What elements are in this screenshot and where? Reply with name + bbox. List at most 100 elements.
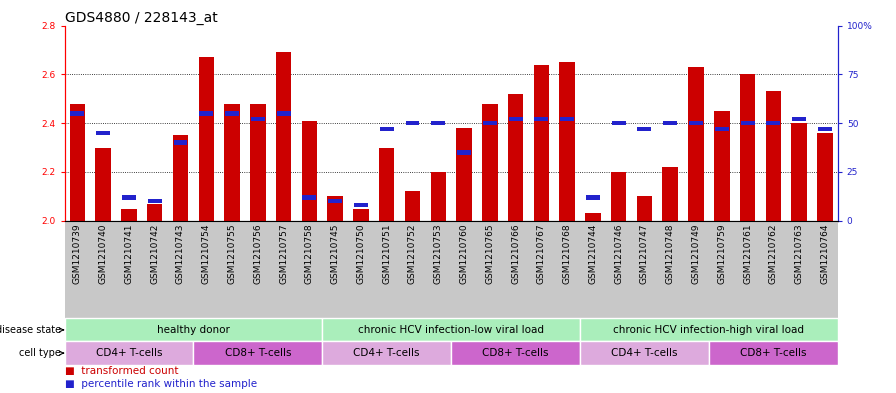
Text: GSM1210740: GSM1210740: [99, 224, 108, 284]
Text: chronic HCV infection-high viral load: chronic HCV infection-high viral load: [614, 325, 805, 335]
Text: GSM1210756: GSM1210756: [254, 224, 263, 284]
Text: GDS4880 / 228143_at: GDS4880 / 228143_at: [65, 11, 217, 24]
Bar: [303, 195, 316, 200]
Bar: [637, 127, 651, 131]
Bar: [765, 92, 781, 221]
Bar: [323, 342, 451, 365]
Text: CD4+ T-cells: CD4+ T-cells: [96, 348, 162, 358]
Bar: [353, 209, 368, 221]
Bar: [406, 121, 419, 125]
Text: GSM1210762: GSM1210762: [769, 224, 778, 284]
Bar: [147, 204, 162, 221]
Bar: [637, 196, 652, 221]
Text: healthy donor: healthy donor: [157, 325, 230, 335]
Bar: [451, 342, 580, 365]
Bar: [251, 117, 265, 121]
Bar: [380, 127, 393, 131]
Bar: [328, 199, 342, 204]
Bar: [791, 123, 806, 221]
Text: disease state: disease state: [0, 325, 64, 335]
Bar: [715, 127, 728, 131]
Bar: [611, 172, 626, 221]
Bar: [276, 52, 291, 221]
Bar: [405, 191, 420, 221]
Text: GSM1210744: GSM1210744: [589, 224, 598, 284]
Bar: [482, 104, 497, 221]
Text: chronic HCV infection-low viral load: chronic HCV infection-low viral load: [358, 325, 544, 335]
Bar: [199, 111, 213, 116]
Text: GSM1210749: GSM1210749: [692, 224, 701, 284]
Text: CD8+ T-cells: CD8+ T-cells: [740, 348, 806, 358]
Bar: [121, 209, 137, 221]
Text: GSM1210746: GSM1210746: [614, 224, 624, 284]
Bar: [431, 121, 445, 125]
Bar: [817, 133, 832, 221]
Bar: [586, 195, 599, 200]
Text: GSM1210757: GSM1210757: [279, 224, 289, 284]
Text: CD8+ T-cells: CD8+ T-cells: [225, 348, 291, 358]
Text: ■  percentile rank within the sample: ■ percentile rank within the sample: [65, 379, 256, 389]
Bar: [173, 135, 188, 221]
Bar: [534, 64, 549, 221]
Bar: [379, 147, 394, 221]
Bar: [302, 121, 317, 221]
Text: GSM1210755: GSM1210755: [228, 224, 237, 284]
Bar: [559, 62, 575, 221]
Bar: [250, 104, 265, 221]
Text: GSM1210764: GSM1210764: [821, 224, 830, 284]
Text: GSM1210768: GSM1210768: [563, 224, 572, 284]
Bar: [818, 127, 831, 131]
Text: GSM1210752: GSM1210752: [408, 224, 417, 284]
Bar: [148, 199, 161, 204]
Bar: [741, 121, 754, 125]
Bar: [224, 104, 240, 221]
Text: GSM1210748: GSM1210748: [666, 224, 675, 284]
Text: CD4+ T-cells: CD4+ T-cells: [611, 348, 677, 358]
Bar: [612, 121, 625, 125]
Bar: [560, 117, 574, 121]
Bar: [483, 121, 496, 125]
Bar: [663, 121, 677, 125]
Text: GSM1210751: GSM1210751: [383, 224, 392, 284]
Bar: [199, 57, 214, 221]
Text: GSM1210747: GSM1210747: [640, 224, 649, 284]
Text: GSM1210766: GSM1210766: [511, 224, 520, 284]
Bar: [509, 117, 522, 121]
Text: GSM1210743: GSM1210743: [176, 224, 185, 284]
Bar: [71, 111, 84, 116]
Text: GSM1210767: GSM1210767: [537, 224, 546, 284]
Bar: [430, 172, 446, 221]
Text: GSM1210741: GSM1210741: [125, 224, 134, 284]
Bar: [323, 318, 580, 342]
Text: GSM1210761: GSM1210761: [743, 224, 752, 284]
Bar: [766, 121, 780, 125]
Text: GSM1210763: GSM1210763: [795, 224, 804, 284]
Bar: [580, 318, 838, 342]
Bar: [792, 117, 806, 121]
Text: GSM1210759: GSM1210759: [718, 224, 727, 284]
Bar: [585, 213, 600, 221]
Bar: [354, 203, 368, 207]
Bar: [662, 167, 678, 221]
Text: GSM1210750: GSM1210750: [357, 224, 366, 284]
Text: GSM1210745: GSM1210745: [331, 224, 340, 284]
Bar: [70, 104, 85, 221]
Text: cell type: cell type: [19, 348, 64, 358]
Text: GSM1210742: GSM1210742: [151, 224, 159, 284]
Text: CD4+ T-cells: CD4+ T-cells: [353, 348, 420, 358]
Bar: [689, 121, 703, 125]
Bar: [688, 67, 703, 221]
Bar: [225, 111, 239, 116]
Text: GSM1210758: GSM1210758: [305, 224, 314, 284]
Bar: [174, 140, 187, 145]
Bar: [709, 342, 838, 365]
Bar: [580, 342, 709, 365]
Bar: [122, 195, 136, 200]
Bar: [508, 94, 523, 221]
Bar: [714, 111, 729, 221]
Text: ■  transformed count: ■ transformed count: [65, 366, 178, 376]
Text: GSM1210765: GSM1210765: [486, 224, 495, 284]
Bar: [277, 111, 290, 116]
Bar: [456, 128, 472, 221]
Bar: [96, 131, 110, 135]
